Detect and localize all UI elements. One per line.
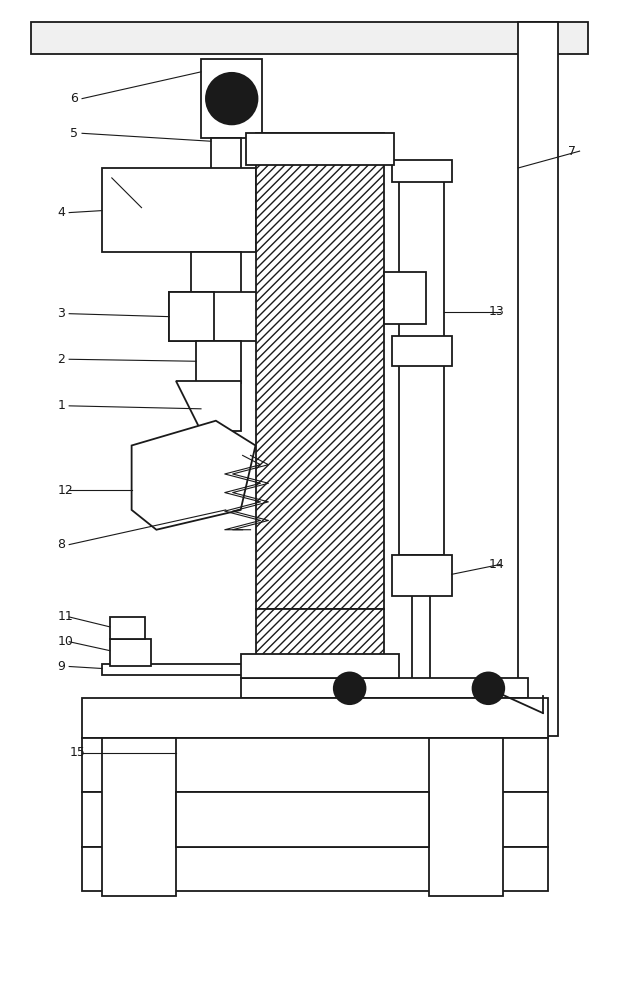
Bar: [246, 133, 394, 165]
Bar: [201, 59, 262, 138]
Bar: [30, 22, 588, 54]
Bar: [256, 609, 384, 680]
Text: 12: 12: [57, 484, 73, 497]
Bar: [412, 555, 430, 738]
Text: 8: 8: [57, 538, 65, 551]
Bar: [176, 792, 429, 847]
Text: 15: 15: [70, 746, 86, 759]
Text: 9: 9: [57, 660, 65, 673]
Bar: [102, 664, 266, 675]
Bar: [102, 168, 256, 252]
Bar: [82, 792, 548, 847]
Polygon shape: [176, 381, 241, 431]
Bar: [102, 738, 176, 896]
Bar: [169, 292, 214, 341]
Text: 7: 7: [568, 145, 576, 158]
Bar: [384, 272, 426, 324]
Bar: [392, 336, 452, 366]
Bar: [110, 639, 151, 666]
Text: 5: 5: [70, 127, 78, 140]
Bar: [392, 160, 452, 182]
Bar: [110, 617, 144, 639]
Bar: [256, 133, 384, 609]
Text: 4: 4: [57, 206, 65, 219]
Text: 2: 2: [57, 353, 65, 366]
Bar: [82, 847, 548, 891]
Bar: [82, 698, 548, 738]
Circle shape: [473, 672, 504, 704]
Text: 13: 13: [488, 305, 504, 318]
Text: 3: 3: [57, 307, 65, 320]
Bar: [196, 341, 241, 383]
Text: 10: 10: [57, 635, 73, 648]
Bar: [82, 738, 548, 792]
Text: 1: 1: [57, 399, 65, 412]
Bar: [241, 654, 399, 678]
Bar: [191, 252, 241, 294]
Bar: [399, 163, 444, 555]
Text: 6: 6: [70, 92, 78, 105]
Bar: [169, 292, 261, 341]
Bar: [241, 678, 528, 698]
Text: 11: 11: [57, 610, 73, 623]
Polygon shape: [132, 421, 256, 530]
Circle shape: [206, 73, 258, 124]
Text: 14: 14: [488, 558, 504, 571]
Bar: [392, 555, 452, 596]
Bar: [211, 138, 241, 170]
Circle shape: [334, 672, 366, 704]
Bar: [429, 738, 503, 896]
Bar: [518, 22, 558, 736]
